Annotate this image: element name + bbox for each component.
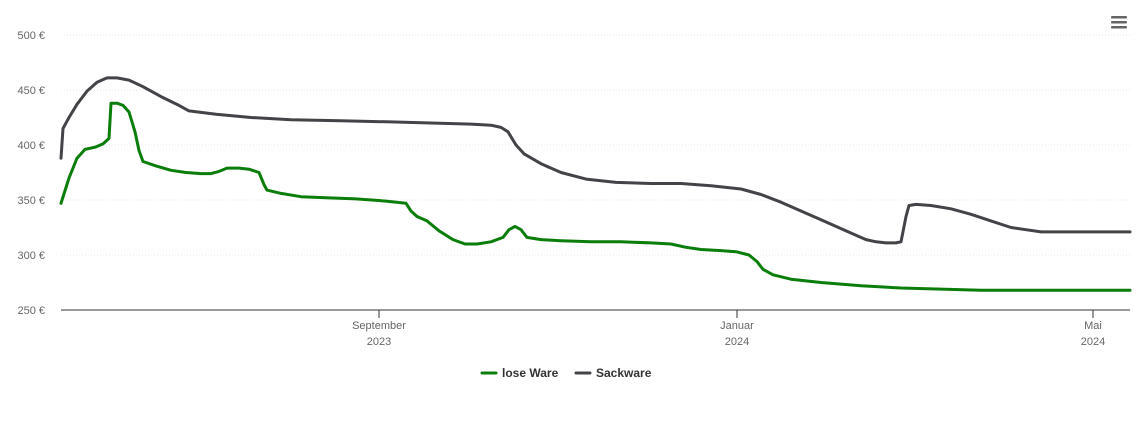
chart-menu-button[interactable]: [1110, 14, 1128, 30]
legend-item-sackware[interactable]: Sackware: [574, 366, 652, 380]
hamburger-menu-icon: [1111, 16, 1127, 29]
y-tick-label: 350 €: [17, 195, 45, 207]
legend-label: lose Ware: [502, 366, 559, 380]
x-tick-year-label: 2023: [367, 336, 391, 348]
series-line-sackware: [59, 76, 1132, 245]
y-tick-label: 400 €: [17, 140, 45, 152]
legend: lose Ware Sackware: [480, 366, 652, 380]
x-tick-month-label: Mai: [1084, 320, 1102, 332]
y-tick-label: 450 €: [17, 85, 45, 97]
legend-label: Sackware: [596, 366, 652, 380]
y-axis-labels: 250 € 300 € 350 € 400 € 450 € 500 €: [17, 30, 45, 317]
x-axis-labels: September 2023 Januar 2024 Mai 2024: [352, 310, 1105, 348]
x-tick-month-label: Januar: [720, 320, 754, 332]
y-tick-label: 250 €: [17, 305, 45, 317]
x-tick-year-label: 2024: [725, 336, 749, 348]
x-tick-month-label: September: [352, 320, 406, 332]
y-tick-label: 500 €: [17, 30, 45, 42]
grid-lines: [61, 34, 1130, 256]
series-lines: [59, 76, 1132, 292]
series-line-lose-ware: [59, 101, 1132, 292]
y-tick-label: 300 €: [17, 250, 45, 262]
legend-item-lose-ware[interactable]: lose Ware: [480, 366, 559, 380]
x-tick-year-label: 2024: [1081, 336, 1105, 348]
